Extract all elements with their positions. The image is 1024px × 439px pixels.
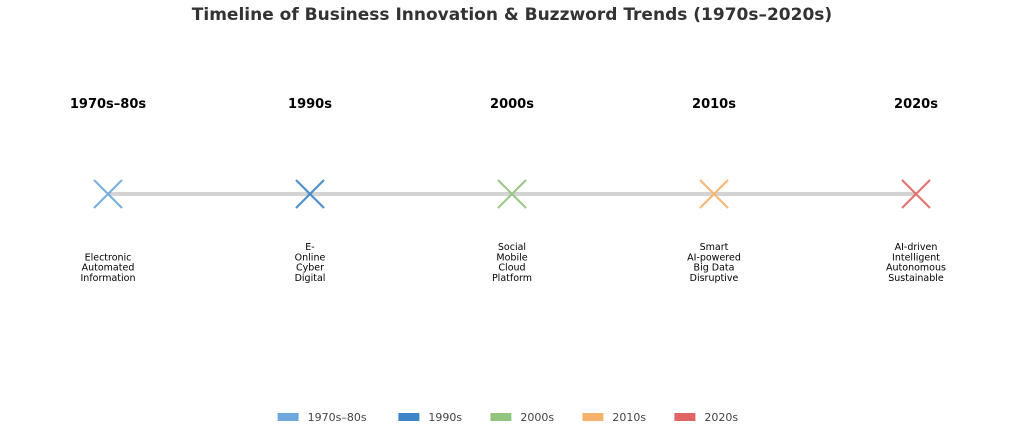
legend-swatch (674, 413, 696, 421)
legend-label: 2020s (704, 411, 738, 424)
buzzword-term: Big Data (694, 263, 735, 274)
legend-item: 1990s (398, 411, 462, 424)
buzzword-term: Online (295, 252, 326, 263)
period-label: 2000s (490, 97, 534, 112)
x-marker (699, 179, 729, 209)
x-marker-stroke (497, 179, 527, 209)
x-marker (93, 179, 123, 209)
legend: 1970s–80s 1990s 2000s 2010s 2020s (277, 411, 738, 424)
buzzword-term: Social (498, 242, 526, 253)
legend-swatch (398, 413, 420, 421)
period-label: 1990s (288, 97, 332, 112)
buzzword-term: Digital (295, 273, 326, 284)
period-group: 2020s AI-drivenIntelligentAutonomousSusta… (886, 97, 946, 284)
period-label: 2010s (692, 97, 736, 112)
period-label: 2020s (894, 97, 938, 112)
buzzword-term: Cyber (296, 263, 324, 274)
x-marker-stroke (901, 179, 931, 209)
x-marker-stroke (93, 179, 123, 209)
legend-swatch (277, 413, 299, 421)
buzzword-term: Smart (700, 242, 729, 253)
x-marker (901, 179, 931, 209)
buzzword-term: Mobile (496, 252, 527, 263)
legend-swatch (582, 413, 604, 421)
buzzword-term: AI-driven (895, 242, 938, 253)
x-marker (497, 179, 527, 209)
legend-item: 2010s (582, 411, 646, 424)
buzzword-term: Autonomous (886, 263, 946, 274)
period-label: 1970s–80s (70, 97, 147, 112)
buzzword-term: AI-powered (687, 252, 741, 263)
buzzword-term: Cloud (498, 263, 525, 274)
legend-item: 1970s–80s (277, 411, 367, 424)
legend-swatch (490, 413, 512, 421)
buzzword-term: Platform (492, 273, 532, 284)
buzzword-term: Intelligent (892, 252, 940, 263)
legend-item: 2000s (490, 411, 554, 424)
x-marker-stroke (699, 179, 729, 209)
buzzword-term: Information (81, 273, 136, 284)
legend-label: 1970s–80s (308, 411, 367, 424)
buzzword-term: Sustainable (888, 273, 944, 284)
legend-label: 2000s (520, 411, 554, 424)
buzzword-term: Automated (82, 263, 135, 274)
buzzword-term: Electronic (85, 252, 132, 263)
buzzword-term: E- (305, 242, 314, 253)
legend-label: 2010s (612, 411, 646, 424)
legend-item: 2020s (674, 411, 738, 424)
x-marker-stroke (295, 179, 325, 209)
x-marker (295, 179, 325, 209)
buzzword-term: Disruptive (690, 273, 739, 284)
legend-label: 1990s (428, 411, 462, 424)
chart-title: Timeline of Business Innovation & Buzzwo… (192, 5, 832, 25)
